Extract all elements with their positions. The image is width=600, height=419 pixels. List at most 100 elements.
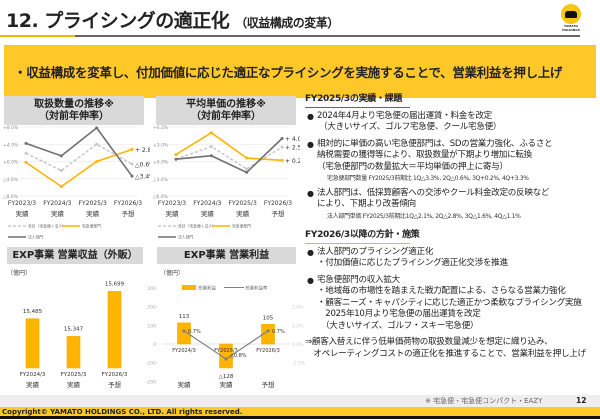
x-tick-sublabel: 予想 <box>272 209 286 218</box>
data-point <box>24 160 28 164</box>
data-point <box>209 131 213 135</box>
data-point <box>174 157 178 161</box>
margin-point <box>182 329 186 333</box>
revenue-chart-title: EXP事業 営業収益（外販） <box>7 247 143 264</box>
x-tick-label: FY2025/3 <box>229 200 257 207</box>
y-tick-label: △4.0% <box>3 177 19 183</box>
y-tick-label: -200 <box>146 379 156 385</box>
page-subtitle: （収益構成の変革） <box>235 16 339 30</box>
footnote-bar: ※ 宅急便・宅急便コンパクト・EAZY 12 <box>0 395 600 407</box>
data-point <box>245 156 249 160</box>
data-point <box>95 142 99 146</box>
legend-swatch <box>182 285 196 290</box>
title-rule <box>0 35 580 37</box>
bar-value-label: 113 <box>179 314 190 320</box>
data-point <box>95 126 99 130</box>
end-label: + 4.0% <box>285 136 300 143</box>
legend-label: 合計（宅急便＋法人） <box>28 224 66 229</box>
y-tick-label: +8.0% <box>3 125 19 131</box>
revenue-bar <box>66 336 81 369</box>
x-tick-sublabel: 実績 <box>201 209 215 218</box>
bullet-takkyubin: 相対的に単価の高い宅急便部門は、SDの営業力強化、ふるさと納税需要の獲得等により… <box>305 139 597 185</box>
x-tick-label: FY2024/3 <box>43 200 71 207</box>
series-line <box>25 148 133 188</box>
data-point <box>245 170 249 174</box>
x-tick-label: FY2025/3 <box>79 200 107 207</box>
legend-label: 宅急便部門 <box>232 224 251 229</box>
data-point <box>24 151 28 155</box>
end-label: △3.4% <box>135 174 150 181</box>
y2-tick-label: 2.0% <box>292 305 304 311</box>
bar-value-label: 15,485 <box>23 309 43 315</box>
series-line <box>25 126 133 177</box>
x-tick-label: FY2023/3 <box>158 200 186 207</box>
revenue-bar <box>25 318 40 369</box>
data-point <box>130 147 134 151</box>
profit-bar <box>261 324 275 345</box>
x-tick-sublabel: 実績 <box>51 209 65 218</box>
cat-icon <box>565 11 577 18</box>
key-message-banner: ・収益構成を変革し、付加価値に応じた適正なプライシングを実施することで、営業利益… <box>4 45 596 98</box>
legend-label: 宅急便部門 <box>82 224 101 229</box>
data-point <box>209 154 213 158</box>
margin-label: 0.7% <box>272 329 285 335</box>
data-point <box>95 160 99 163</box>
revenue-bar-chart: 15,485 FY2024/3 実績 15,347 FY2025/3 実績 15,699 FY… <box>20 281 128 389</box>
volume-line-chart: +8.0% +4.0% +0.0% △4.0% △8.0%FY2023/3 実績 FY202… <box>3 125 150 240</box>
conclusion: ⇒顧客入替えに伴う低単価荷物の取扱数量減少を想定に織り込み、 オペレーティングコ… <box>305 337 586 359</box>
x-tick-sublabel: 実績 <box>86 209 100 218</box>
legend-label: 法人部門 <box>178 235 193 240</box>
profit-chart-title: EXP事業 営業利益 <box>157 247 296 264</box>
data-point <box>59 185 63 189</box>
y-tick-label: -100 <box>146 361 156 367</box>
section-heading-results: FY2025/3の実績・課題 <box>305 94 410 108</box>
series-line <box>175 131 283 162</box>
x-tick-sublabel: 実績 <box>220 380 234 389</box>
y-tick-label: +0.0% <box>3 160 19 166</box>
bullet-corporate-pricing: 法人部門のプライシング適正化・付加価値に応じたプライシング適正化交渉を推進 <box>305 247 597 270</box>
x-tick-sublabel: 予想 <box>262 380 276 389</box>
legend-label: 営業利益率 <box>245 285 268 292</box>
y-tick-label: △8.0% <box>3 194 19 200</box>
bar-value-label: 15,699 <box>105 281 125 287</box>
data-point <box>174 153 178 157</box>
data-point <box>209 145 213 149</box>
x-tick-label: FY2026/3 <box>114 200 142 207</box>
y-tick-label: 200 <box>147 305 156 311</box>
profit-combo-chart: 300 200 100 0 -100 -200 2.0% 1.0% 0.0% -1.0% 営業利益 営… <box>146 285 305 390</box>
profit-unit: （億円） <box>160 270 185 277</box>
data-point <box>280 158 284 162</box>
margin-label: △0.8% <box>230 353 247 359</box>
y2-tick-label: -1.0% <box>292 361 305 367</box>
x-tick-label: FY2026/3 <box>264 200 292 207</box>
section-heading-policy: FY2026/3以降の方針・施策 <box>305 230 420 244</box>
x-tick-label: FY2026/3 <box>256 348 280 354</box>
y-tick-label: △3.0% <box>153 177 169 183</box>
x-tick-sublabel: 実績 <box>26 380 40 389</box>
end-label: + 0.2% <box>285 158 300 165</box>
x-tick-sublabel: 実績 <box>166 209 180 218</box>
series-line <box>175 145 283 170</box>
profit-bar <box>177 322 191 345</box>
y-tick-label: 300 <box>147 286 156 292</box>
right-text-panel: FY2025/3の実績・課題 2024年4月より宅急便の届出運賃・料金を改定（大… <box>305 94 597 360</box>
price-line-chart: +6.0% +3.0% +0.0% △3.0% △6.0%FY2023/3 実績 FY202… <box>153 125 300 240</box>
bar-value-label: 105 <box>263 315 274 321</box>
bullet-rate-revision: 2024年4月より宅急便の届出運賃・料金を改定（大きいサイズ、ゴルフ宅急便、クー… <box>305 111 597 134</box>
y-tick-label: +6.0% <box>153 125 169 131</box>
bullet-corporate: 法人部門は、低採算顧客への交渉やクール料金改定の反映などにより、下期より改善傾向… <box>305 188 597 223</box>
end-label: + 2.5% <box>285 145 300 152</box>
title-rule-accent <box>0 35 75 37</box>
data-point <box>130 162 134 166</box>
x-tick-label: FY2025/3 <box>214 348 238 354</box>
x-tick-label: FY2025/3 <box>61 372 87 378</box>
data-point <box>280 137 284 140</box>
data-point <box>59 169 63 173</box>
data-point <box>130 174 134 178</box>
margin-label: 0.7% <box>188 329 201 335</box>
x-tick-label: FY2024/3 <box>172 348 196 354</box>
y-tick-label: 0 <box>153 342 156 348</box>
margin-point <box>224 357 228 361</box>
margin-point <box>266 329 270 333</box>
series-line <box>25 143 133 172</box>
